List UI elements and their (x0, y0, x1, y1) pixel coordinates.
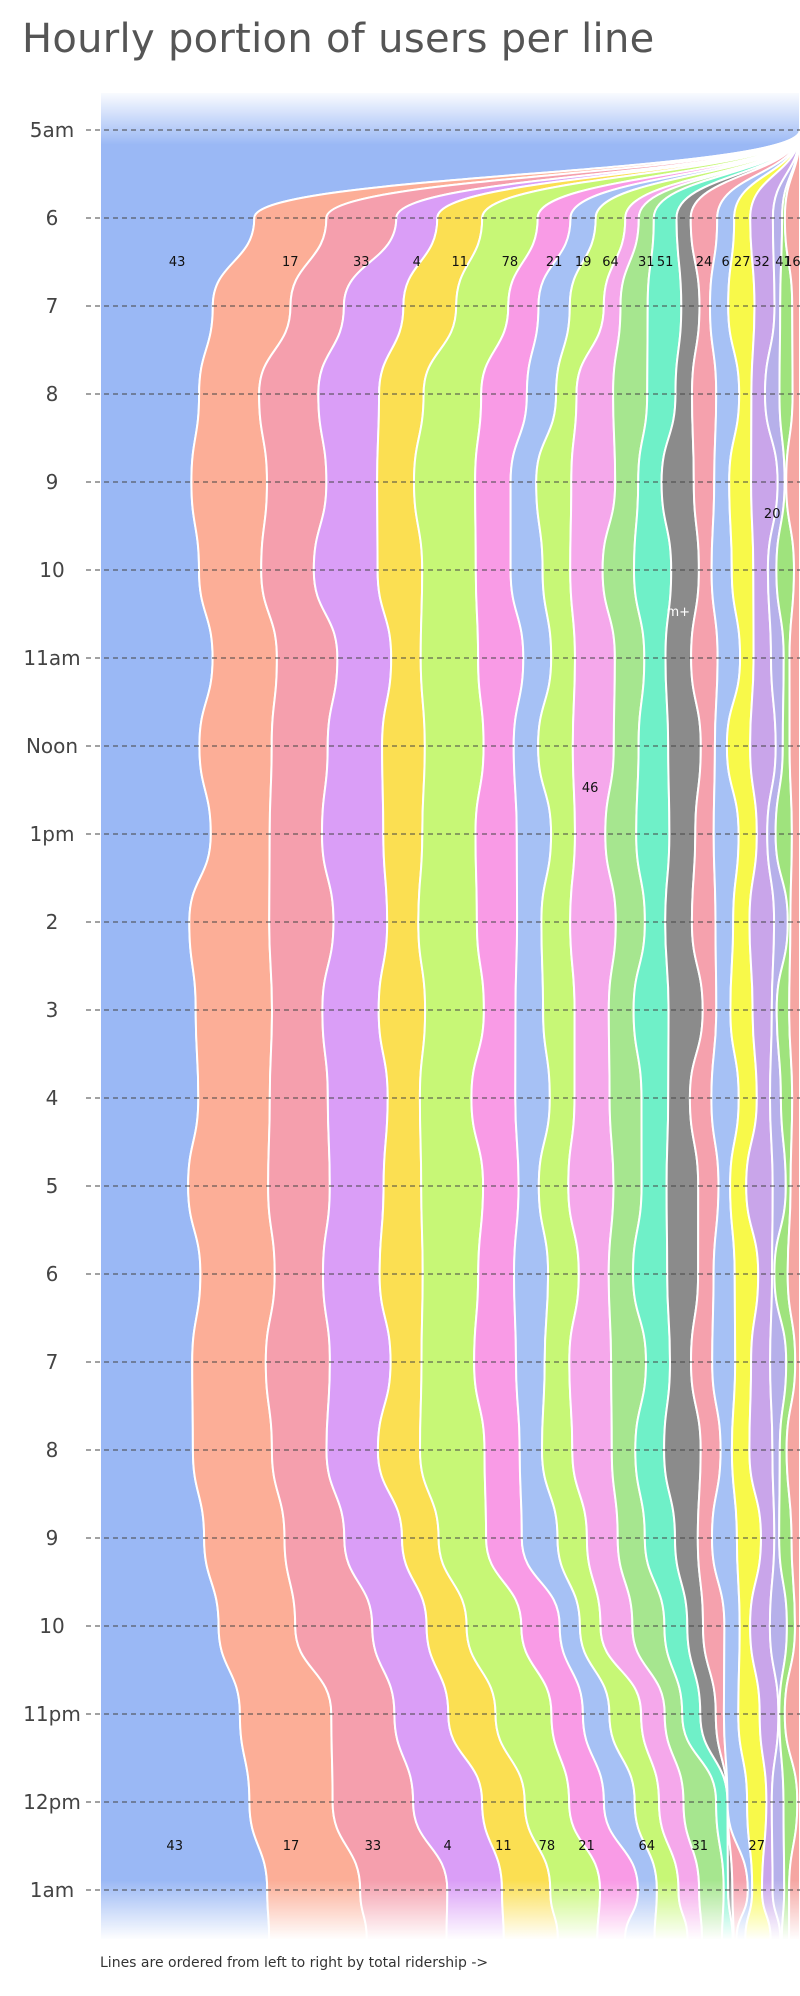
hour-tick-label: 11am (23, 646, 80, 670)
hour-labels: 5am 6 7 8 9 10 11am Noon 1pm 2 3 4 5 6 7 8 9 10 11pm 12pm 1a… (23, 118, 81, 1902)
hour-tick-label: 5am (30, 118, 74, 142)
hour-tick-label: 6 (46, 206, 59, 230)
series-label: 51 (657, 255, 674, 270)
series-label: 20 (764, 507, 781, 522)
series-label: 43 (169, 255, 186, 270)
series-label: 4 (443, 1839, 451, 1854)
series-label: 32 (753, 255, 770, 270)
hour-tick-label: 9 (46, 470, 59, 494)
hour-tick-label: 10 (39, 1614, 64, 1638)
series-label: 27 (748, 1839, 765, 1854)
grid-layer (86, 129, 800, 1891)
series-label: m+ (667, 605, 691, 620)
bottom-fade (100, 1880, 800, 1940)
hour-tick-label: 12pm (23, 1790, 81, 1814)
series-label: 78 (539, 1839, 556, 1854)
series-label: 31 (692, 1839, 709, 1854)
series-label: 24 (696, 255, 713, 270)
hour-tick-label: 8 (46, 382, 59, 406)
hour-tick-label: 8 (46, 1438, 59, 1462)
chart-title: Hourly portion of users per line (22, 16, 655, 62)
hour-tick-label: 7 (46, 1350, 59, 1374)
series-label: 31 (638, 255, 655, 270)
series-label: 64 (602, 255, 619, 270)
series-label: 17 (282, 255, 299, 270)
series-label: 46 (582, 781, 599, 796)
hour-tick-label: 4 (46, 1086, 59, 1110)
hour-tick-label: 5 (46, 1174, 59, 1198)
series-label: 33 (365, 1839, 382, 1854)
top-fade (100, 90, 800, 145)
hour-tick-label: 9 (46, 1526, 59, 1550)
hour-tick-label: 1am (30, 1878, 74, 1902)
series-label: 41 (775, 255, 792, 270)
series-label: 6 (722, 255, 730, 270)
series-label: 78 (502, 255, 519, 270)
hour-tick-label: 1pm (30, 822, 75, 846)
hour-tick-label: 6 (46, 1262, 59, 1286)
series-label: 21 (578, 1839, 595, 1854)
series-label: 19 (575, 255, 592, 270)
stream-layer (98, 91, 800, 1941)
hour-tick-label: 3 (46, 998, 59, 1022)
hour-tick-label: 11pm (23, 1702, 81, 1726)
series-label: 43 (166, 1839, 183, 1854)
footnote: Lines are ordered from left to right by … (100, 1955, 489, 1971)
series-label: 16 (784, 255, 800, 270)
series-label: 4 (413, 255, 421, 270)
hour-tick-label: 2 (46, 910, 59, 934)
series-label: 21 (546, 255, 563, 270)
series-label: 17 (283, 1839, 300, 1854)
series-label: 33 (353, 255, 370, 270)
series-label: 27 (734, 255, 751, 270)
hour-tick-label: Noon (26, 734, 78, 758)
hour-tick-label: 10 (39, 558, 64, 582)
series-label: 11 (495, 1839, 512, 1854)
hour-tick-label: 7 (46, 294, 59, 318)
series-label: 11 (452, 255, 469, 270)
series-label: 64 (639, 1839, 656, 1854)
